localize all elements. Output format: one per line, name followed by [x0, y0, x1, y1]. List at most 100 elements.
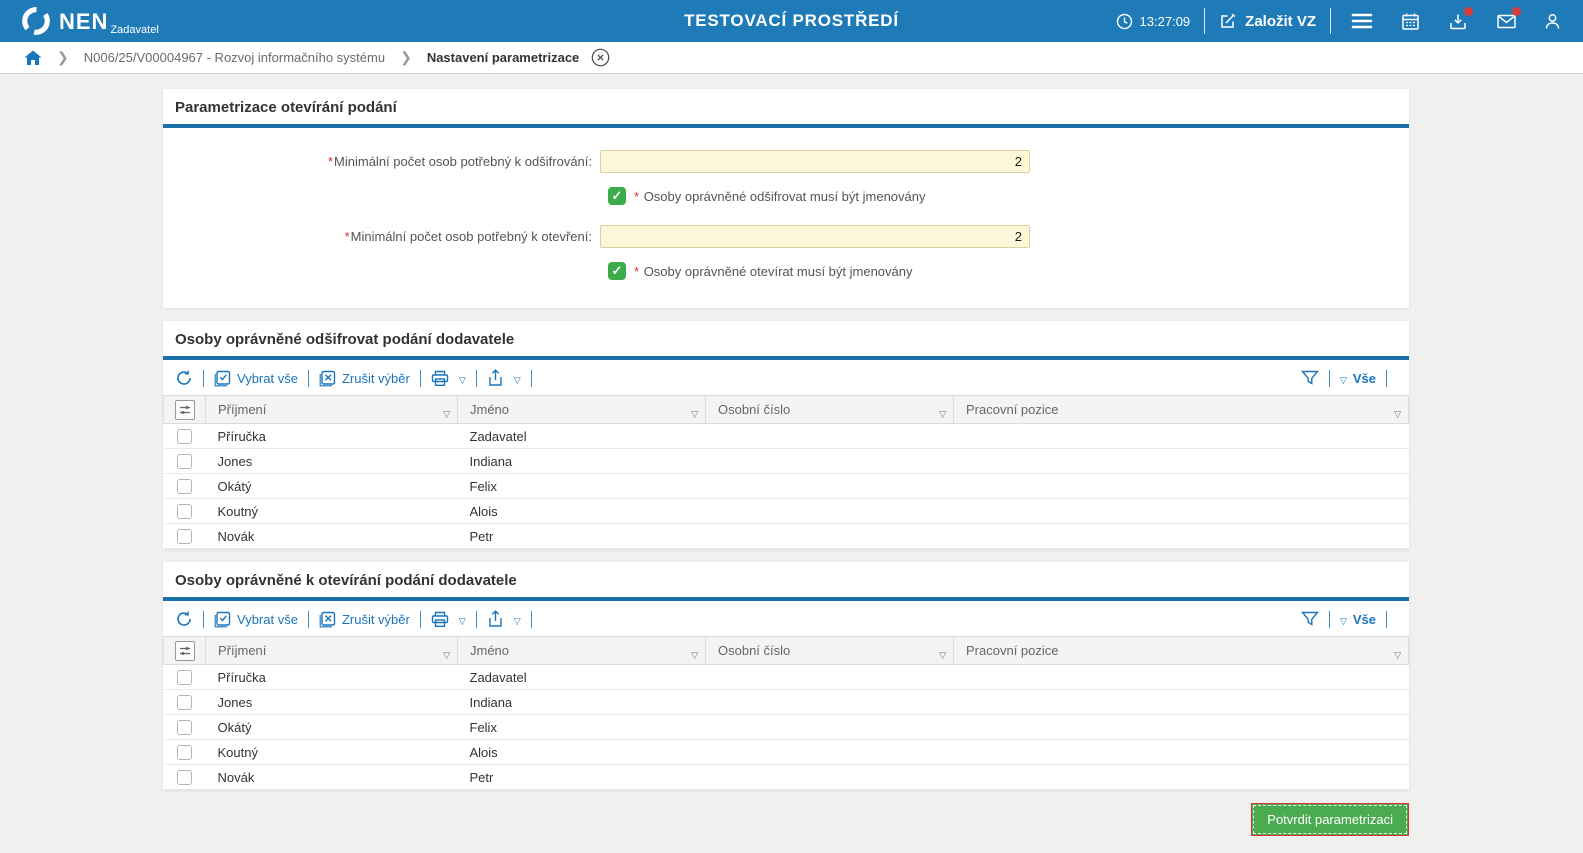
row-checkbox[interactable]	[177, 670, 192, 686]
column-header-prijmeni[interactable]: Příjmení	[205, 636, 458, 665]
row-checkbox[interactable]	[177, 429, 192, 445]
clear-selection-button[interactable]: Zrušit výběr	[319, 370, 410, 387]
toolbar-divider	[203, 610, 204, 628]
column-filter-icon[interactable]	[443, 405, 450, 420]
column-filter-icon[interactable]	[939, 405, 946, 420]
export-dropdown-icon[interactable]	[514, 371, 521, 386]
filter-scope-dropdown-icon[interactable]	[1340, 371, 1347, 386]
column-header-pracovni-pozice[interactable]: Pracovní pozice	[953, 636, 1409, 665]
toolbar-divider	[530, 610, 532, 628]
toolbar-divider	[475, 610, 477, 628]
row-checkbox[interactable]	[177, 504, 192, 520]
table-row[interactable]: Okátý Felix	[163, 473, 1409, 499]
table-header-row: Příjmení Jméno Osobní číslo Pracovní poz…	[163, 636, 1409, 665]
table-row[interactable]: Novák Petr	[163, 523, 1409, 549]
table-cell: Petr	[457, 523, 706, 549]
column-filter-icon[interactable]	[691, 405, 698, 420]
create-vz-button[interactable]: Založit VZ	[1219, 12, 1316, 30]
clear-selection-button[interactable]: Zrušit výběr	[319, 611, 410, 628]
print-button[interactable]	[431, 611, 466, 628]
row-checkbox[interactable]	[177, 720, 192, 736]
filter-button[interactable]	[1300, 370, 1319, 387]
table-cell	[953, 714, 1409, 740]
table-cell	[705, 498, 954, 524]
table-cell	[705, 689, 954, 715]
min-persons-decrypt-input[interactable]	[600, 150, 1030, 173]
divider	[1330, 8, 1331, 34]
print-dropdown-icon[interactable]	[459, 612, 466, 627]
main-content: Parametrizace otevírání podání *Minimáln…	[0, 74, 1583, 836]
table-row[interactable]: Koutný Alois	[163, 498, 1409, 524]
open-named-checkbox[interactable]	[608, 262, 626, 280]
close-tab-button[interactable]	[591, 48, 610, 67]
column-header-osobni-cislo[interactable]: Osobní číslo	[705, 395, 954, 424]
refresh-button[interactable]	[175, 610, 193, 628]
column-header-pracovni-pozice[interactable]: Pracovní pozice	[953, 395, 1409, 424]
row-checkbox[interactable]	[177, 695, 192, 711]
filter-scope-label[interactable]: Vše	[1352, 611, 1376, 627]
column-chooser-icon[interactable]	[174, 399, 195, 420]
downloads-button[interactable]	[1441, 4, 1475, 38]
export-button[interactable]	[487, 369, 521, 387]
select-all-button[interactable]: Vybrat vše	[214, 370, 298, 387]
table-row[interactable]: Příručka Zadavatel	[163, 664, 1409, 690]
table-row[interactable]: Novák Petr	[163, 764, 1409, 790]
required-mark: *	[327, 154, 334, 169]
filter-scope-dropdown-icon[interactable]	[1340, 612, 1347, 627]
table-row[interactable]: Jones Indiana	[163, 448, 1409, 474]
print-icon	[431, 370, 449, 387]
row-checkbox[interactable]	[177, 479, 192, 495]
brand-subtitle: Zadavatel	[110, 24, 159, 36]
decrypt-named-checkbox[interactable]	[608, 187, 626, 205]
table-cell: Příručka	[205, 664, 458, 690]
print-button[interactable]	[431, 370, 466, 387]
column-filter-icon[interactable]	[939, 646, 946, 661]
clock-icon	[1116, 13, 1133, 30]
filter-button[interactable]	[1300, 611, 1319, 628]
table-cell: Alois	[457, 739, 706, 765]
table-row[interactable]: Jones Indiana	[163, 689, 1409, 715]
export-dropdown-icon[interactable]	[514, 612, 521, 627]
column-header-jmeno[interactable]: Jméno	[457, 636, 706, 665]
table-cell	[953, 689, 1409, 715]
min-persons-open-input[interactable]	[600, 225, 1030, 248]
table-row[interactable]: Okátý Felix	[163, 714, 1409, 740]
print-dropdown-icon[interactable]	[459, 371, 466, 386]
table-row[interactable]: Příručka Zadavatel	[163, 423, 1409, 449]
column-header-prijmeni[interactable]: Příjmení	[205, 395, 458, 424]
table-cell	[953, 473, 1409, 499]
messages-button[interactable]	[1489, 4, 1523, 38]
calendar-button[interactable]	[1393, 4, 1427, 38]
row-checkbox[interactable]	[177, 454, 192, 470]
column-filter-icon[interactable]	[691, 646, 698, 661]
downloads-badge	[1464, 7, 1473, 16]
required-mark: *	[634, 188, 640, 204]
column-header-jmeno[interactable]: Jméno	[457, 395, 706, 424]
export-button[interactable]	[487, 610, 521, 628]
refresh-button[interactable]	[175, 369, 193, 387]
column-filter-icon[interactable]	[443, 646, 450, 661]
table-cell: Zadavatel	[457, 423, 706, 449]
open-persons-table: Příjmení Jméno Osobní číslo Pracovní poz…	[163, 636, 1409, 790]
decrypt-persons-panel: Osoby oprávněné odšifrovat podání dodava…	[163, 321, 1409, 549]
table-cell	[953, 498, 1409, 524]
breadcrumb-procurement[interactable]: N006/25/V00004967 - Rozvoj informačního …	[83, 50, 386, 65]
column-header-osobni-cislo[interactable]: Osobní číslo	[705, 636, 954, 665]
table-row[interactable]: Koutný Alois	[163, 739, 1409, 765]
select-all-button[interactable]: Vybrat vše	[214, 611, 298, 628]
toolbar-divider	[307, 369, 309, 387]
column-filter-icon[interactable]	[1394, 646, 1401, 661]
row-checkbox[interactable]	[177, 745, 192, 761]
row-checkbox[interactable]	[177, 770, 192, 786]
row-checkbox[interactable]	[177, 529, 192, 545]
column-filter-icon[interactable]	[1394, 405, 1401, 420]
confirm-parametrization-button[interactable]: Potvrdit parametrizaci	[1251, 803, 1409, 836]
column-chooser-icon[interactable]	[174, 640, 195, 661]
filter-scope-label[interactable]: Vše	[1352, 370, 1376, 386]
table-cell	[705, 739, 954, 765]
menu-button[interactable]	[1345, 4, 1379, 38]
home-button[interactable]	[24, 50, 42, 66]
nen-logo[interactable]: NEN Zadavatel	[20, 5, 159, 37]
profile-button[interactable]	[1535, 4, 1569, 38]
table-cell	[705, 448, 954, 474]
